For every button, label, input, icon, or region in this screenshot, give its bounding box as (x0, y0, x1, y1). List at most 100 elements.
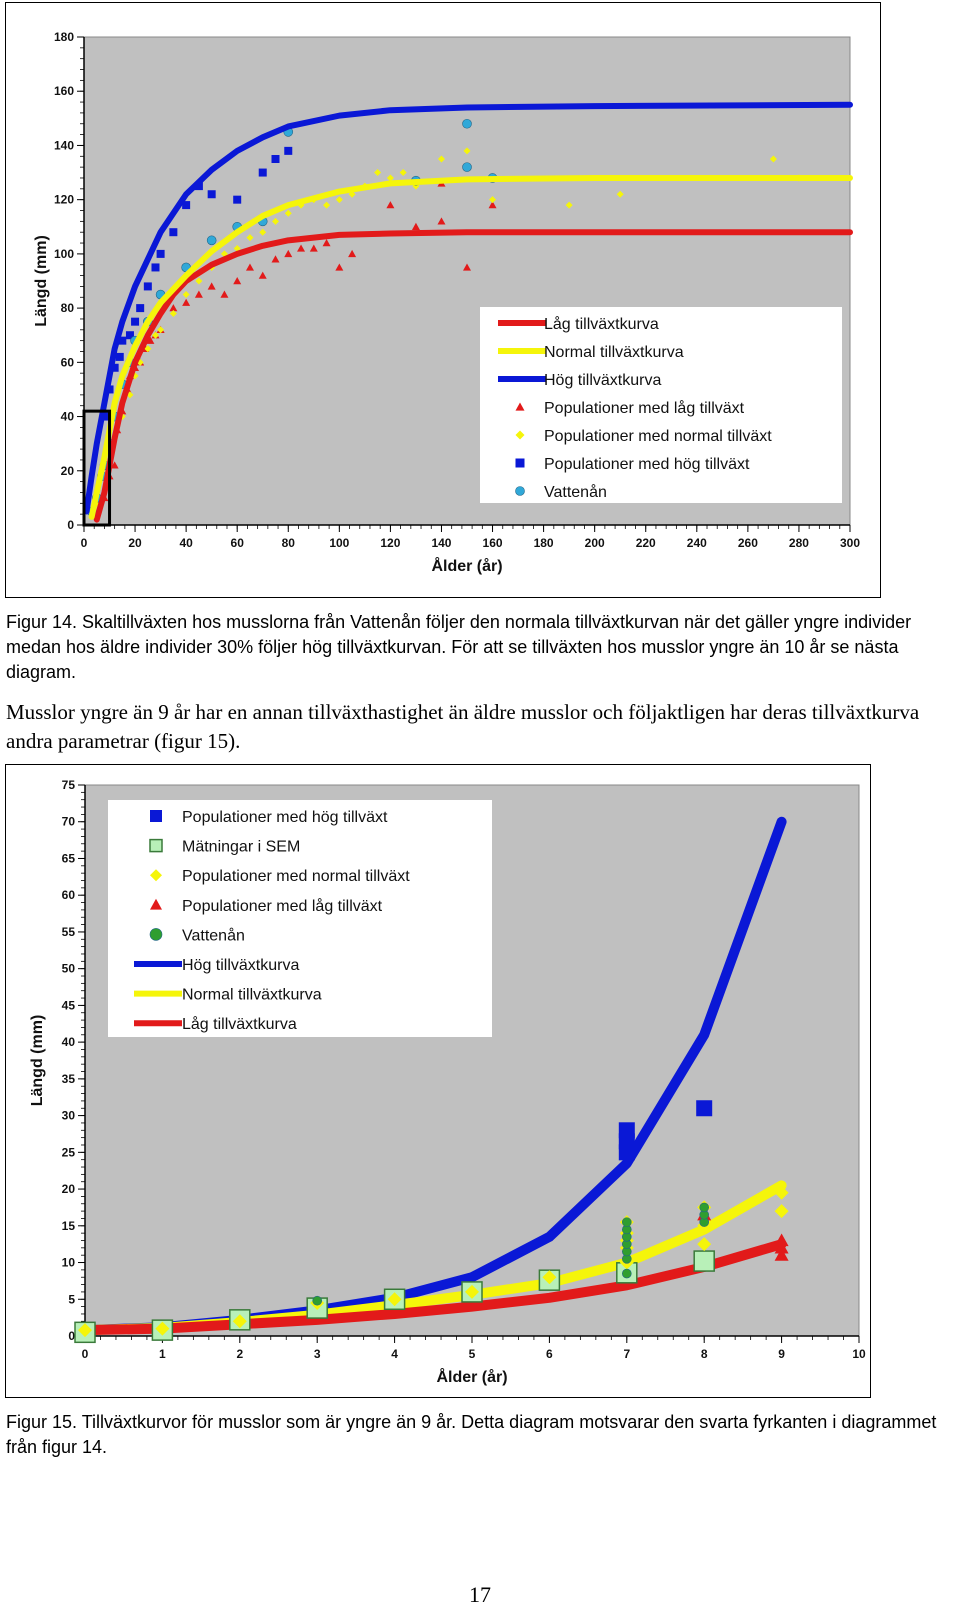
data-point (774, 1204, 789, 1219)
x-tick-label: 0 (81, 536, 88, 550)
data-point (465, 1284, 479, 1299)
data-point (182, 298, 191, 306)
y-tick-label: 35 (62, 1072, 76, 1086)
data-point (155, 1321, 170, 1336)
x-tick-label: 260 (738, 536, 758, 550)
data-point (437, 155, 445, 163)
y-axis-label: Längd (mm) (29, 1015, 46, 1107)
data-point (182, 201, 191, 210)
x-tick-label: 240 (687, 536, 707, 550)
data-point (284, 249, 293, 258)
data-point (272, 217, 279, 225)
legend-label: Låg tillväxtkurva (182, 1015, 297, 1033)
x-tick-label: 0 (82, 1347, 89, 1361)
data-point (774, 1248, 789, 1261)
x-tick-label: 220 (636, 536, 656, 550)
data-point (271, 155, 280, 163)
legend-label: Populationer med låg tillväxt (544, 399, 745, 417)
data-point (399, 169, 407, 177)
figure-15-chart: 0 1 2 3 4 5 6 7 8 9 100510152025303540455055606570… (29, 778, 866, 1386)
x-tick-label: 100 (329, 536, 349, 550)
x-tick-label: 8 (701, 1347, 708, 1361)
data-point (411, 222, 420, 230)
data-point (374, 169, 382, 177)
legend-label: Vattenån (544, 483, 607, 501)
curve-låg-tillväxtkurva (93, 229, 853, 523)
legend-label: Låg tillväxtkurva (544, 315, 659, 333)
data-point (386, 174, 394, 182)
legend-label: Populationer med låg tillväxt (182, 897, 383, 915)
y-tick-label: 5 (68, 1292, 75, 1306)
data-point (437, 217, 446, 225)
curve-hög-tillväxtkurva (83, 101, 853, 515)
x-tick-label: 120 (380, 536, 400, 550)
x-tick-label: 60 (231, 536, 245, 550)
x-axis-label: Ålder (år) (431, 556, 502, 575)
data-point (258, 168, 267, 177)
y-tick-label: 50 (62, 962, 76, 976)
legend-label: Populationer med hög tillväxt (182, 809, 388, 826)
y-tick-label: 40 (62, 1035, 76, 1049)
legend-box (480, 307, 842, 503)
figure-14-chart: 0 20 40 60 80 100 120 140 160 180 200 220 240 260 280 3… (33, 30, 860, 575)
data-point (348, 249, 357, 258)
x-axis-label: Ålder (år) (436, 1367, 507, 1386)
data-point (146, 336, 155, 344)
x-tick-label: 280 (789, 536, 809, 550)
legend-label: Populationer med hög tillväxt (544, 456, 750, 473)
x-tick-label: 300 (840, 536, 860, 550)
x-tick-label: 20 (128, 536, 142, 550)
data-point (699, 1202, 710, 1213)
x-tick-label: 10 (852, 1347, 866, 1361)
y-tick-label: 55 (62, 925, 76, 939)
y-tick-label: 160 (54, 84, 74, 98)
data-point (387, 1292, 402, 1307)
legend-label: Populationer med normal tillväxt (182, 868, 410, 885)
data-point (118, 336, 127, 345)
data-point (697, 1237, 712, 1252)
data-point (110, 461, 119, 469)
y-tick-label: 0 (67, 518, 74, 532)
data-point (488, 201, 497, 209)
y-tick-label: 100 (54, 247, 74, 261)
data-point (259, 228, 267, 236)
data-point (136, 304, 145, 313)
x-tick-label: 40 (179, 536, 193, 550)
x-tick-label: 160 (483, 536, 503, 550)
legend-symbol (149, 928, 163, 941)
y-tick-label: 75 (62, 778, 76, 792)
y-tick-label: 70 (62, 815, 76, 829)
data-point (143, 282, 152, 291)
page-number: 17 (469, 1582, 491, 1607)
data-point (157, 326, 165, 334)
legend-label: Populationer med normal tillväxt (544, 428, 772, 445)
data-point (322, 239, 331, 247)
data-point (312, 1295, 323, 1306)
figure-14-frame: 0 20 40 60 80 100 120 140 160 180 200 220 240 260 280 3… (5, 2, 881, 598)
legend-symbol (515, 486, 525, 496)
x-tick-label: 2 (236, 1347, 243, 1361)
y-tick-label: 45 (62, 998, 76, 1012)
data-point (151, 263, 160, 272)
data-point (169, 304, 178, 312)
data-point (774, 1240, 789, 1254)
y-tick-label: 0 (68, 1329, 75, 1343)
curve-låg-tillväxtkurva (80, 1239, 787, 1336)
x-tick-label: 180 (534, 536, 554, 550)
y-tick-label: 60 (62, 888, 76, 902)
data-point (565, 201, 573, 209)
data-point (258, 271, 267, 279)
data-point (78, 1323, 92, 1338)
legend-symbol (150, 810, 162, 822)
legend-label: Hög tillväxtkurva (544, 372, 661, 389)
data-point (195, 277, 203, 285)
x-tick-label: 5 (469, 1347, 476, 1361)
x-tick-label: 7 (623, 1347, 630, 1361)
data-point (462, 118, 472, 129)
legend-symbol (150, 898, 162, 910)
series-vattenån (312, 1202, 710, 1306)
data-point (125, 331, 134, 340)
data-point (696, 1100, 713, 1117)
y-tick-label: 25 (62, 1145, 76, 1159)
legend-symbol (150, 869, 162, 882)
